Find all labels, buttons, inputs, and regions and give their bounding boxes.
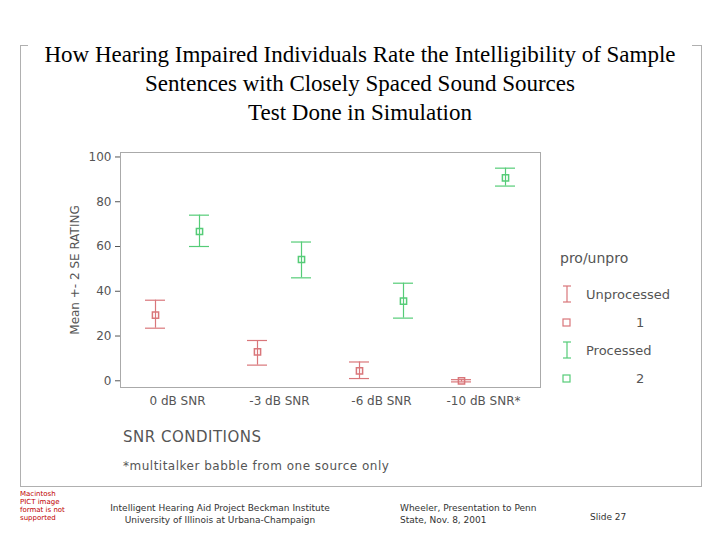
html-text:Macintosh PICT image format is: Macintosh PICT image format is not suppo… xyxy=(20,490,65,522)
svg-text:-3 dB SNR: -3 dB SNR xyxy=(249,394,309,408)
svg-text:40: 40 xyxy=(96,284,111,298)
html-text:Processed: Processed xyxy=(586,342,652,358)
svg-text:-6 dB SNR: -6 dB SNR xyxy=(351,394,411,408)
html-text:Slide 27: Slide 27 xyxy=(590,512,627,522)
svg-text:Mean +- 2 SE RATING: Mean +- 2 SE RATING xyxy=(68,205,82,334)
svg-text:100: 100 xyxy=(89,150,112,164)
svg-text:80: 80 xyxy=(96,195,111,209)
html-text:Test Done in Simulation: Test Done in Simulation xyxy=(248,100,472,125)
html-text:Unprocessed: Unprocessed xyxy=(586,286,670,302)
html-text:1: 1 xyxy=(636,314,645,330)
html-text:SNR CONDITIONS: SNR CONDITIONS xyxy=(123,428,262,446)
html-text:How Hearing Impaired Individua: How Hearing Impaired Individuals Rate th… xyxy=(44,42,676,96)
svg-text:60: 60 xyxy=(96,239,111,253)
html-text:pro/unpro: pro/unpro xyxy=(560,250,629,266)
html-text:Wheeler, Presentation to Penn: Wheeler, Presentation to Penn State, Nov… xyxy=(400,503,537,525)
html-text:University of Illinois at Urba: University of Illinois at Urbana-Champai… xyxy=(124,515,316,525)
html-text:2: 2 xyxy=(636,370,645,386)
svg-text:0: 0 xyxy=(104,374,112,388)
svg-text:0 dB SNR: 0 dB SNR xyxy=(149,394,205,408)
svg-text:-10 dB SNR*: -10 dB SNR* xyxy=(446,394,520,408)
svg-text:20: 20 xyxy=(96,329,111,343)
html-text:*multitalker babble from one s: *multitalker babble from one source only xyxy=(123,459,390,473)
html-text:Intelligent Hearing Aid Projec: Intelligent Hearing Aid Project Beckman … xyxy=(110,503,330,513)
